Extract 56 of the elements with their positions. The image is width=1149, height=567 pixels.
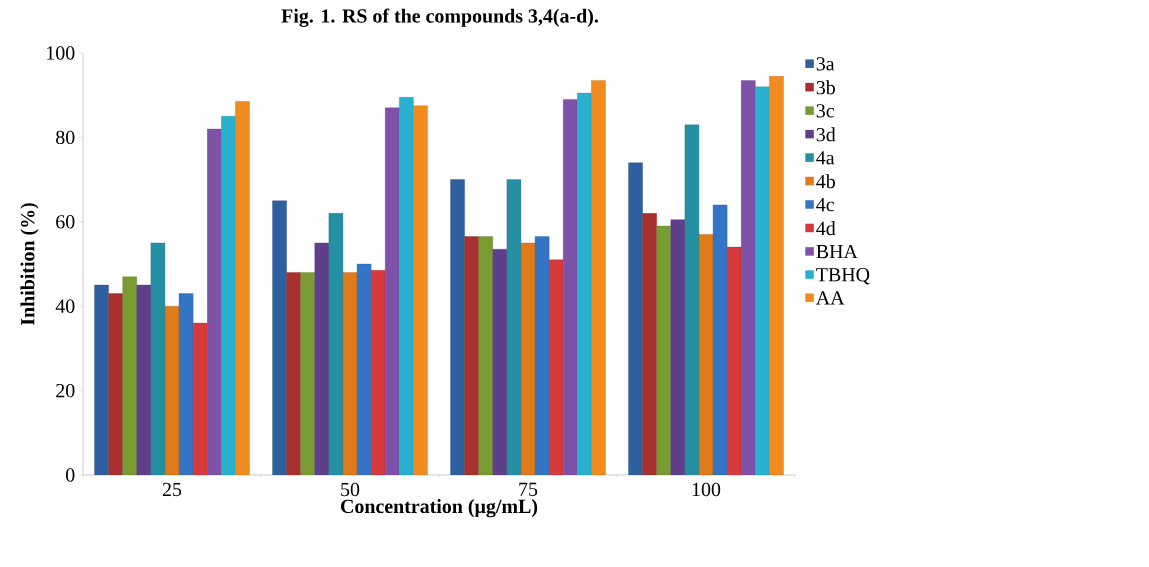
y-tick-label: 0 bbox=[66, 468, 75, 482]
bar bbox=[136, 284, 152, 475]
legend-label: 4b bbox=[816, 174, 835, 189]
bar bbox=[769, 76, 784, 475]
legend-label: AA bbox=[815, 291, 845, 305]
bar bbox=[741, 80, 756, 475]
bar bbox=[563, 99, 578, 475]
legend-label: BHA bbox=[816, 244, 858, 259]
bar bbox=[272, 200, 287, 475]
bar bbox=[94, 284, 109, 475]
y-tick-label: 20 bbox=[56, 383, 75, 398]
x-tick-label: 25 bbox=[162, 482, 182, 497]
bar bbox=[726, 246, 742, 475]
bar bbox=[755, 86, 770, 475]
x-tick-label: 75 bbox=[519, 482, 538, 496]
bar bbox=[656, 225, 671, 475]
bar bbox=[413, 105, 428, 475]
bar bbox=[370, 270, 386, 475]
bar bbox=[642, 213, 657, 475]
legend-label: 3c bbox=[816, 104, 834, 118]
bar bbox=[385, 107, 400, 475]
legend-label: 4a bbox=[816, 151, 835, 165]
legend-label: 3a bbox=[816, 57, 835, 71]
y-axis-title: Inhibition (%) bbox=[20, 203, 39, 326]
legend-label: 3d bbox=[816, 127, 836, 142]
bar bbox=[399, 97, 414, 475]
bar bbox=[591, 80, 606, 475]
x-tick-label: 50 bbox=[341, 482, 360, 497]
legend-label: 4d bbox=[816, 221, 836, 236]
bar bbox=[192, 322, 208, 475]
bar bbox=[450, 179, 465, 475]
chart-title: Fig. 1. RS of the compounds 3,4(a-d). bbox=[281, 8, 598, 27]
bar bbox=[314, 242, 330, 475]
y-tick-label: 40 bbox=[55, 299, 75, 313]
y-tick-label: 60 bbox=[56, 215, 75, 229]
bar bbox=[122, 276, 137, 475]
bar bbox=[478, 236, 493, 475]
legend-label: 3b bbox=[816, 80, 835, 95]
bar bbox=[628, 162, 643, 475]
bar bbox=[548, 259, 564, 475]
x-axis-title: Concentration (µg/mL) bbox=[340, 499, 538, 518]
bar bbox=[286, 272, 301, 475]
bar bbox=[108, 293, 123, 475]
y-tick-label: 80 bbox=[56, 130, 75, 145]
bar bbox=[207, 128, 222, 475]
bar bbox=[670, 219, 686, 475]
bar bbox=[221, 116, 236, 475]
bar bbox=[492, 249, 508, 475]
x-tick-label: 100 bbox=[692, 482, 721, 497]
legend-label: 4c bbox=[816, 198, 834, 212]
legend-label: TBHQ bbox=[816, 268, 870, 285]
bar bbox=[235, 101, 250, 475]
bar bbox=[300, 272, 315, 475]
bar bbox=[464, 236, 479, 475]
bar bbox=[577, 92, 592, 475]
y-tick-label: 100 bbox=[47, 46, 75, 60]
